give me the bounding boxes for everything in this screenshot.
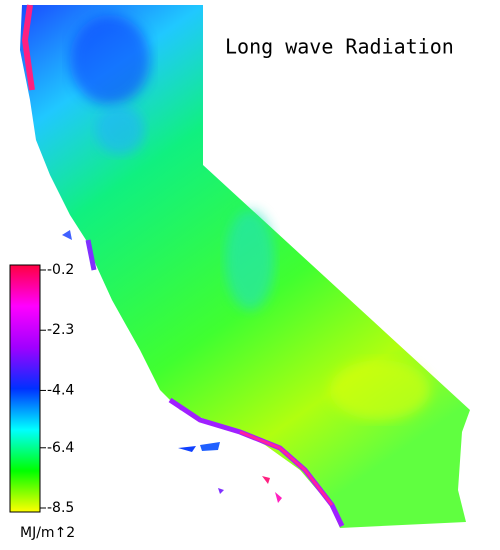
color-bar <box>9 264 41 513</box>
california-map <box>20 4 470 528</box>
tick-label: -8.5 <box>47 500 74 516</box>
tick-label: -4.4 <box>47 382 74 398</box>
unit-label: MJ/m↑2 <box>20 525 75 541</box>
tick-label: -2.3 <box>47 322 74 338</box>
map-title: Long wave Radiation <box>225 35 454 59</box>
color-bar-ticks: -0.2 -2.3 -4.4 -6.4 -8.5 <box>40 262 74 516</box>
tick-label: -6.4 <box>47 440 74 456</box>
tick-label: -0.2 <box>47 262 74 278</box>
